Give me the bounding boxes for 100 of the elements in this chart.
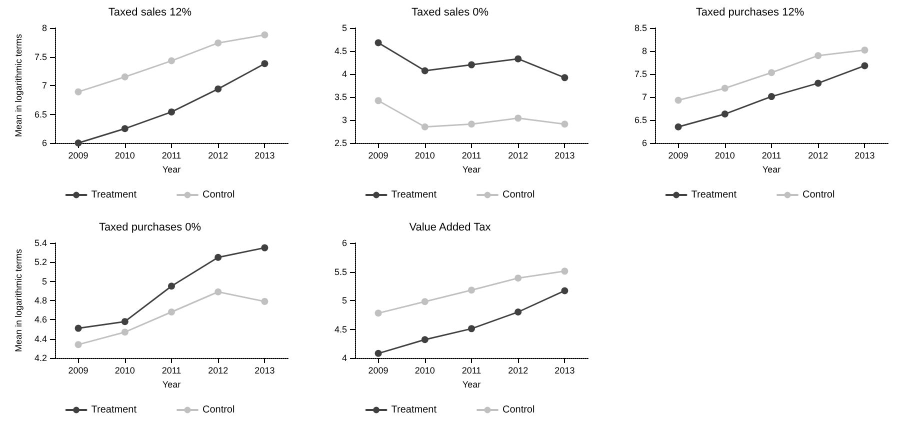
chart-title: Taxed purchases 12% [696, 6, 804, 18]
x-tick-label: 2010 [114, 366, 135, 376]
point [814, 80, 822, 87]
x-tick-label: 2013 [554, 150, 575, 160]
y-tick-label: 7 [42, 80, 47, 90]
x-tick-label: 2013 [254, 150, 275, 160]
x-tick-label: 2012 [208, 150, 228, 160]
point [468, 61, 475, 68]
point [74, 88, 82, 96]
point [721, 110, 728, 118]
point [168, 57, 175, 64]
legend-label: Treatment [391, 404, 437, 416]
x-tick-label: 2011 [162, 150, 182, 160]
x-axis-title: Year [162, 164, 181, 174]
x-tick-label: 2010 [414, 366, 435, 376]
x-tick-label: 2013 [554, 366, 575, 376]
x-tick-label: 2013 [254, 366, 275, 376]
y-tick-label: 3 [342, 115, 347, 125]
point [861, 62, 868, 70]
x-tick-label: 2011 [762, 150, 782, 160]
point [514, 274, 522, 282]
point [374, 97, 382, 104]
x-tick-label: 2009 [368, 366, 388, 376]
point [468, 120, 475, 128]
y-tick-label: 4 [342, 353, 347, 363]
point [768, 69, 775, 76]
y-tick-label: 2.5 [334, 138, 347, 148]
point [168, 108, 175, 116]
y-tick-label: 6 [342, 238, 347, 248]
x-axis-title: Year [462, 380, 481, 390]
x-tick-label: 2010 [114, 150, 135, 160]
point [768, 93, 775, 100]
point [561, 287, 568, 294]
point [674, 123, 682, 130]
x-tick-label: 2012 [808, 150, 828, 160]
legend-label: Control [202, 190, 235, 200]
x-tick-label: 2012 [508, 366, 528, 376]
chart-title: Taxed sales 12% [108, 6, 192, 18]
x-tick-label: 2009 [668, 150, 688, 160]
x-tick-label: 2010 [714, 150, 735, 160]
point [121, 125, 128, 132]
point [374, 310, 382, 317]
point [214, 254, 222, 261]
point [721, 84, 728, 92]
point [514, 114, 522, 122]
x-tick-label: 2012 [208, 366, 228, 376]
y-tick-label: 5 [342, 23, 347, 33]
point [514, 308, 522, 316]
y-tick-label: 8 [642, 46, 647, 56]
point [74, 341, 82, 348]
y-tick-label: 8.5 [634, 23, 647, 33]
x-axis-title: Year [762, 164, 781, 174]
x-tick-label: 2012 [508, 150, 528, 160]
point [561, 74, 568, 82]
chart-title: Taxed purchases 0% [98, 222, 202, 234]
y-tick-label: 6.5 [634, 115, 647, 125]
legend-label: Treatment [691, 190, 737, 200]
point [674, 96, 682, 104]
point [421, 67, 428, 74]
y-tick-label: 5.2 [34, 257, 47, 268]
point [168, 282, 175, 290]
y-tick-label: 4.8 [34, 296, 47, 306]
point [168, 308, 175, 316]
y-tick-label: 4.2 [34, 353, 47, 363]
point [561, 268, 568, 275]
legend-label: Treatment [91, 404, 137, 416]
point [468, 325, 475, 332]
y-tick-label: 7 [642, 92, 647, 102]
y-tick-label: 5 [342, 296, 347, 306]
point [214, 85, 222, 92]
y-tick-label: 5.4 [34, 238, 47, 248]
point [421, 298, 428, 306]
point [514, 55, 522, 62]
x-tick-label: 2009 [68, 150, 88, 160]
y-tick-label: 4.4 [34, 334, 47, 344]
y-tick-label: 6 [42, 138, 47, 148]
point [261, 31, 268, 38]
point [814, 52, 822, 60]
y-tick-label: 5 [42, 276, 47, 286]
y-tick-label: 4.5 [334, 46, 347, 56]
point [121, 328, 128, 336]
y-tick-label: 7.5 [34, 52, 47, 62]
point [468, 286, 475, 294]
y-tick-label: 3.5 [334, 92, 347, 102]
point [374, 39, 382, 46]
chart-title: Taxed sales 0% [411, 6, 489, 18]
x-tick-label: 2010 [414, 150, 435, 160]
legend-label: Control [802, 190, 835, 200]
point [261, 298, 268, 305]
point [121, 73, 128, 80]
legend-label: Control [502, 190, 535, 200]
x-tick-label: 2009 [368, 150, 388, 160]
y-tick-label: 4.6 [34, 314, 47, 325]
x-axis-title: Year [462, 164, 481, 174]
point [421, 123, 428, 130]
point [861, 46, 868, 54]
point [421, 336, 428, 344]
x-tick-label: 2013 [854, 150, 875, 160]
point [561, 120, 568, 128]
y-tick-label: 5.5 [334, 266, 347, 277]
